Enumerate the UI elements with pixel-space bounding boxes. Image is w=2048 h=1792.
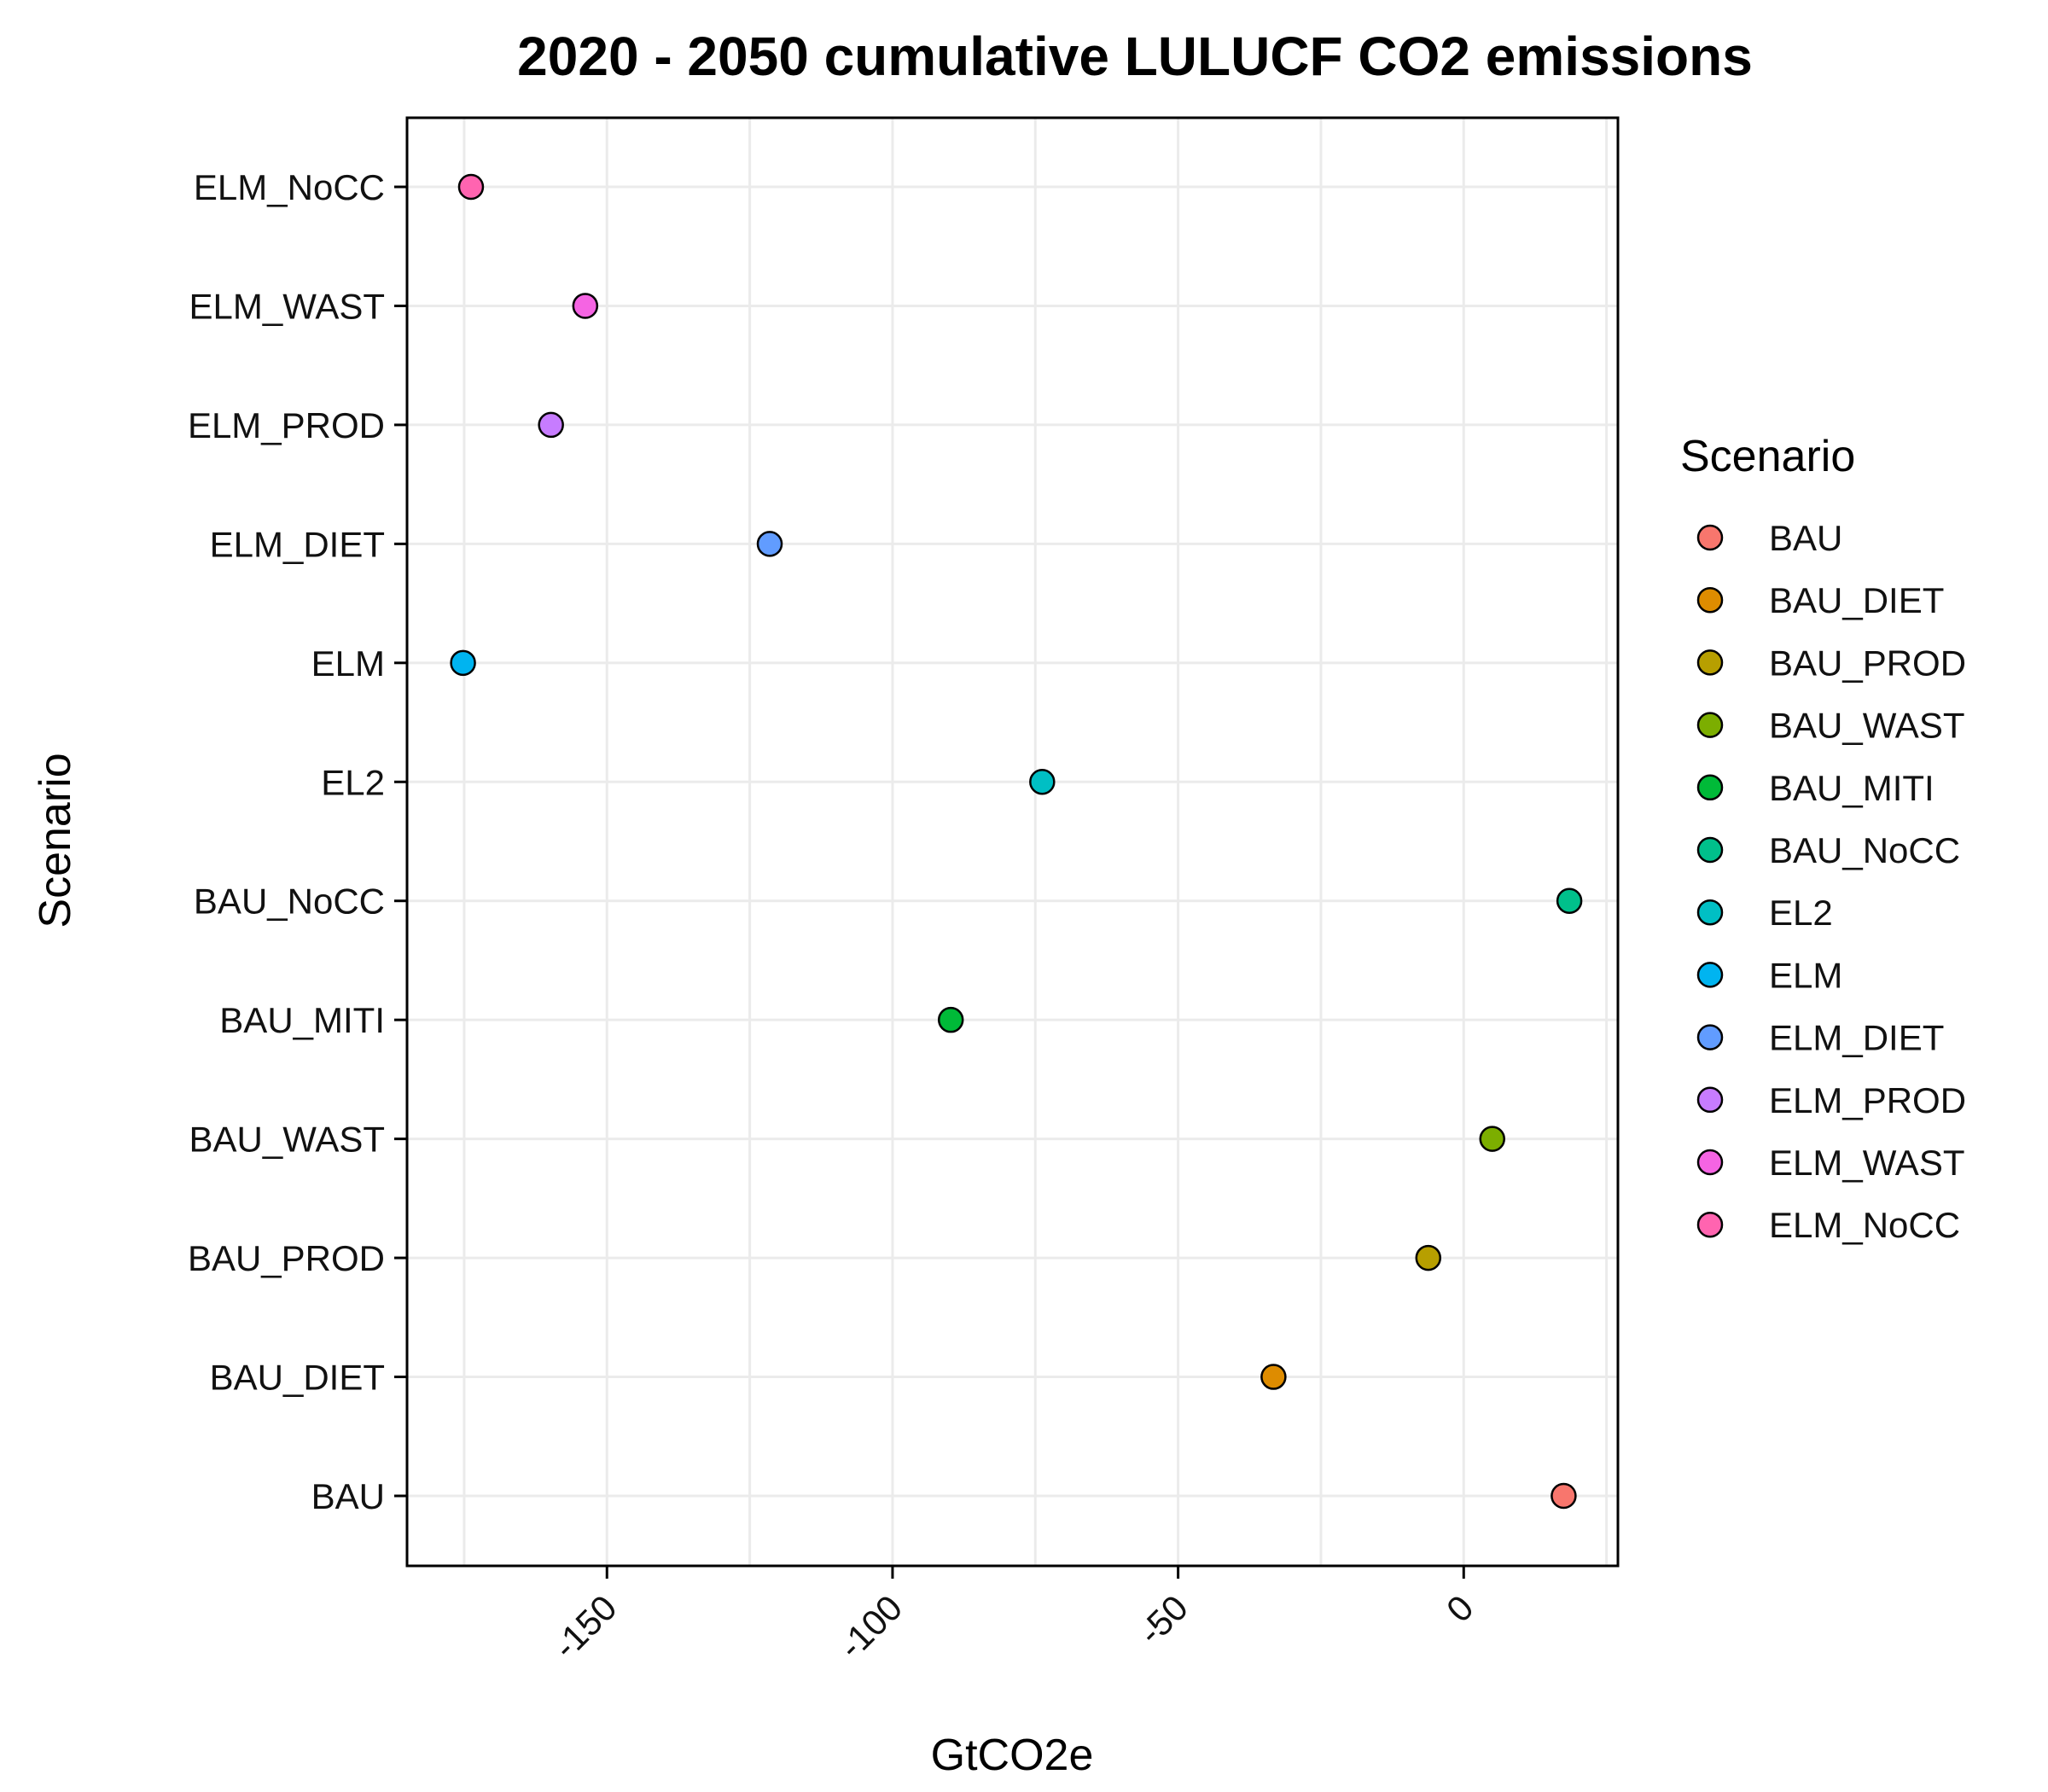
y-tick-label: ELM_WAST (189, 286, 385, 326)
y-tick-label: BAU (311, 1476, 385, 1516)
legend-key (1696, 712, 1724, 738)
legend-key (1696, 649, 1724, 676)
legend-key (1696, 774, 1724, 801)
legend-title: Scenario (1680, 432, 1855, 481)
y-tick-label: BAU_NoCC (194, 881, 385, 922)
grid-layer (407, 118, 1618, 1566)
x-tick-label: -150 (545, 1587, 625, 1667)
data-point (1556, 887, 1583, 914)
legend-label: BAU_PROD (1769, 643, 1966, 683)
data-point (572, 293, 599, 319)
legend-key (1696, 1211, 1724, 1238)
y-tick-label: EL2 (321, 762, 385, 802)
plot-border (405, 116, 1620, 1568)
legend-label: EL2 (1769, 893, 1833, 933)
y-tick-label: ELM_NoCC (194, 167, 385, 207)
legend-key (1696, 1149, 1724, 1176)
data-point (937, 1006, 964, 1033)
legend-label: BAU_DIET (1769, 580, 1944, 620)
y-axis-title: Scenario (31, 753, 80, 928)
data-point (450, 649, 476, 677)
legend-key (1696, 1086, 1724, 1114)
y-tick-label: BAU_MITI (219, 1000, 385, 1040)
legend-key (1696, 962, 1724, 988)
legend-label: BAU (1769, 518, 1842, 558)
legend-key (1696, 836, 1724, 864)
y-tick-label: ELM_PROD (188, 405, 385, 445)
legend-items: BAU BAU_DIET BAU_PROD BAU_WAST BAU_MITI BAU_N… (1696, 518, 1966, 1245)
points-layer (450, 173, 1583, 1510)
x-tick-label: -50 (1131, 1587, 1196, 1652)
x-tick-label: 0 (1439, 1587, 1481, 1630)
data-point (1260, 1364, 1287, 1390)
y-tick-label: BAU_DIET (210, 1358, 385, 1398)
legend-label: ELM_WAST (1769, 1143, 1964, 1183)
legend-label: BAU_WAST (1769, 706, 1964, 746)
legend-label: ELM_NoCC (1769, 1205, 1960, 1245)
legend-label: ELM_PROD (1769, 1080, 1966, 1120)
y-tick-label: BAU_PROD (188, 1238, 385, 1278)
x-axis-title: GtCO2e (931, 1731, 1094, 1780)
legend-label: BAU_MITI (1769, 768, 1935, 808)
legend-label: ELM (1769, 955, 1842, 995)
legend-key (1696, 586, 1724, 614)
legend-label: BAU_NoCC (1769, 830, 1960, 870)
legend-key (1696, 899, 1724, 926)
y-tick-label: ELM (311, 643, 385, 684)
y-tick-label: ELM_DIET (210, 524, 385, 564)
ticks-layer: -150 -100 -50 0 BAU BAU_DIET BAU_PROD BAU_WAST B… (188, 167, 1481, 1667)
data-point (1029, 769, 1056, 795)
y-tick-label: BAU_WAST (189, 1120, 385, 1160)
legend-label: ELM_DIET (1769, 1018, 1944, 1058)
data-point (457, 173, 485, 201)
chart-title: 2020 - 2050 cumulative LULUCF CO2 emissi… (517, 26, 1753, 87)
data-point (756, 531, 783, 557)
data-point (1551, 1482, 1577, 1510)
x-tick-label: -100 (831, 1587, 911, 1667)
data-point (1479, 1126, 1505, 1152)
legend-key (1696, 524, 1724, 551)
data-point (1415, 1244, 1442, 1271)
plot-panel: -150 -100 -50 0 BAU BAU_DIET BAU_PROD BAU_WAST B… (188, 116, 1620, 1667)
legend-key (1696, 1024, 1724, 1050)
legend: Scenario BAU BAU_DIET BAU_PROD BAU_WAST BAU_… (1680, 432, 1966, 1245)
data-point (538, 411, 564, 439)
